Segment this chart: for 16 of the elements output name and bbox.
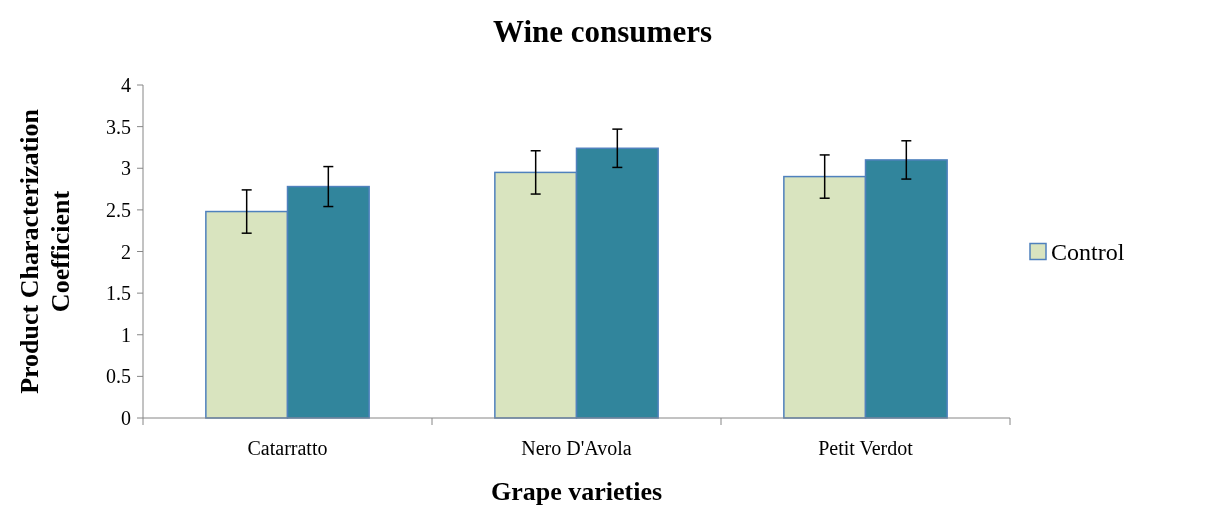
x-axis-title: Grape varieties [490, 477, 663, 506]
legend-label: Control [1051, 238, 1125, 265]
x-tick-label: Nero D'Avola [521, 437, 632, 459]
y-tick-label: 0.5 [106, 365, 131, 388]
y-tick-label: 1.5 [106, 282, 131, 305]
y-tick-label: 2.5 [106, 198, 131, 221]
x-tick-label: Catarratto [247, 437, 328, 459]
y-tick-label: 3 [121, 157, 131, 180]
y-tick-label: 2 [121, 240, 131, 263]
y-axis-title: Product Characterization Coefficient [15, 108, 75, 394]
y-tick-label: 3.5 [106, 115, 131, 138]
chart-title: Wine consumers [492, 14, 713, 49]
x-tick-label: Petit Verdot [818, 437, 914, 459]
y-tick-label: 0 [121, 407, 131, 429]
y-tick-label: 4 [121, 74, 131, 96]
y-tick-label: 1 [121, 323, 131, 346]
